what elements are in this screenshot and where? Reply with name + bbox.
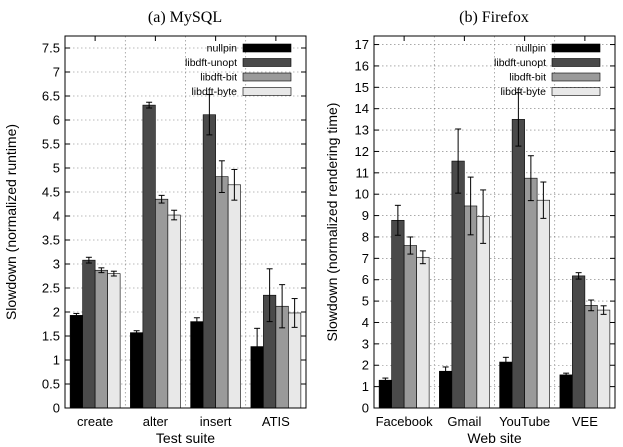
mysql-bar-libdft-bit-alter [155, 198, 169, 409]
mysql-y-tick-label: 2 [53, 305, 60, 320]
mysql-x-axis-label: Test suite [156, 430, 215, 446]
mysql-y-tick-label: 7 [53, 65, 60, 80]
mysql-y-axis-label: Slowdown (normalized runtime) [3, 124, 19, 320]
mysql-plot-frame [64, 35, 307, 409]
firefox-legend-swatch-nullpin [551, 43, 601, 53]
firefox-legend-label-libdft-byte: libdft-byte [500, 86, 546, 98]
mysql-legend-label-libdft-bit: libdft-bit [200, 72, 237, 84]
firefox-y-tick-label: 7 [362, 251, 369, 266]
firefox-x-axis-label: Web site [467, 430, 521, 446]
firefox-y-tick-label: 0 [362, 401, 369, 416]
firefox-bar-libdft-byte-gmail [476, 216, 490, 409]
mysql-legend-label-libdft-unopt: libdft-unopt [185, 57, 237, 69]
firefox-legend-swatch-libdft-bit [551, 72, 601, 82]
firefox-legend-label-libdft-bit: libdft-bit [509, 72, 546, 84]
mysql-bar-nullpin-insert [190, 321, 204, 409]
firefox-bar-nullpin-vee [559, 374, 573, 409]
firefox-bar-libdft-bit-youtube [524, 177, 538, 409]
mysql-legend-label-libdft-byte: libdft-byte [191, 86, 237, 98]
firefox-bar-libdft-byte-facebook [416, 256, 430, 409]
firefox-y-tick-label: 17 [355, 37, 369, 52]
mysql-bar-nullpin-alter [130, 332, 144, 409]
firefox-legend-swatch-libdft-unopt [551, 58, 601, 67]
mysql-y-tick-label: 3.5 [42, 233, 60, 248]
firefox-legend-swatch-libdft-byte [551, 87, 601, 96]
mysql-bar-libdft-unopt-insert [202, 114, 216, 409]
firefox-category-label: YouTube [499, 414, 550, 429]
mysql-bar-libdft-bit-create [94, 269, 108, 409]
mysql-legend-swatch-libdft-byte [242, 87, 292, 96]
mysql-y-tick-label: 1.5 [42, 329, 60, 344]
firefox-bar-libdft-byte-youtube [536, 199, 550, 409]
mysql-y-tick-label: 5 [53, 161, 60, 176]
firefox-bar-libdft-unopt-facebook [391, 219, 405, 409]
mysql-bar-nullpin-create [69, 315, 83, 409]
mysql-y-tick-label: 0 [53, 401, 60, 416]
mysql-y-tick-label: 5.5 [42, 137, 60, 152]
firefox-y-tick-label: 9 [362, 208, 369, 223]
firefox-legend-label-libdft-unopt: libdft-unopt [494, 57, 546, 69]
mysql-y-tick-label: 2.5 [42, 281, 60, 296]
mysql-y-tick-label: 4.5 [42, 185, 60, 200]
mysql-y-tick-label: 7.5 [42, 41, 60, 56]
mysql-category-label: alter [143, 414, 169, 429]
firefox-chart-title: (b) Firefox [459, 9, 529, 26]
firefox-category-label: Gmail [447, 414, 481, 429]
mysql-y-tick-label: 6.5 [42, 89, 60, 104]
mysql-bar-libdft-bit-insert [215, 176, 229, 409]
firefox-y-tick-label: 14 [355, 101, 369, 116]
mysql-bar-libdft-unopt-alter [142, 104, 156, 409]
firefox-bar-nullpin-facebook [378, 379, 392, 409]
firefox-bar-libdft-bit-gmail [464, 205, 478, 409]
firefox-y-tick-label: 11 [356, 165, 370, 180]
mysql-bar-libdft-unopt-create [82, 259, 96, 409]
mysql-y-tick-label: 1 [53, 353, 60, 368]
firefox-y-tick-label: 4 [362, 315, 369, 330]
mysql-y-tick-label: 3 [53, 257, 60, 272]
mysql-category-label: insert [200, 414, 232, 429]
mysql-bar-libdft-byte-insert [227, 184, 241, 409]
mysql-y-tick-label: 4 [53, 209, 60, 224]
firefox-y-tick-label: 5 [362, 294, 369, 309]
firefox-bar-libdft-bit-facebook [403, 245, 417, 409]
firefox-y-tick-label: 16 [355, 58, 369, 73]
mysql-chart: (a) MySQL 0 0.5 1 1.5 2 2.5 3 3.5 4 4.5 5 5.5 6 6.5 7 7.… [3, 9, 307, 446]
firefox-bar-nullpin-youtube [499, 361, 513, 409]
firefox-bar-libdft-byte-vee [597, 309, 611, 409]
firefox-y-tick-label: 10 [355, 187, 369, 202]
mysql-chart-title: (a) MySQL [148, 9, 222, 26]
firefox-y-tick-label: 13 [355, 123, 369, 138]
mysql-legend-swatch-nullpin [242, 43, 292, 53]
mysql-y-tick-label: 0.5 [42, 377, 60, 392]
mysql-category-label: ATIS [262, 414, 290, 429]
firefox-plot-frame [373, 35, 616, 409]
firefox-y-tick-label: 2 [362, 358, 369, 373]
mysql-bar-libdft-byte-create [107, 273, 121, 409]
firefox-y-tick-label: 1 [362, 379, 369, 394]
firefox-bar-libdft-bit-vee [584, 305, 598, 409]
firefox-y-tick-label: 12 [355, 144, 369, 159]
firefox-category-label: VEE [572, 414, 598, 429]
firefox-y-tick-label: 15 [355, 80, 369, 95]
firefox-bar-nullpin-gmail [439, 370, 453, 409]
firefox-y-tick-label: 3 [362, 336, 369, 351]
firefox-y-axis-label: Slowdown (normalized rendering time) [324, 103, 340, 342]
mysql-legend-swatch-libdft-unopt [242, 58, 292, 67]
firefox-y-tick-label: 8 [362, 229, 369, 244]
mysql-legend-swatch-libdft-bit [242, 72, 292, 82]
firefox-bar-libdft-unopt-gmail [451, 160, 465, 409]
firefox-category-label: Facebook [376, 414, 434, 429]
mysql-bar-libdft-byte-alter [167, 214, 181, 409]
firefox-bar-libdft-unopt-vee [572, 275, 586, 409]
firefox-legend-label-nullpin: nullpin [516, 43, 547, 55]
firefox-chart: (b) Firefox01234567891011121314151617Fac… [324, 9, 616, 446]
firefox-bar-libdft-unopt-youtube [511, 119, 525, 409]
mysql-y-tick-label: 6 [53, 113, 60, 128]
mysql-legend-label-nullpin: nullpin [207, 43, 238, 55]
firefox-y-tick-label: 6 [362, 272, 369, 287]
mysql-category-label: create [77, 414, 113, 429]
